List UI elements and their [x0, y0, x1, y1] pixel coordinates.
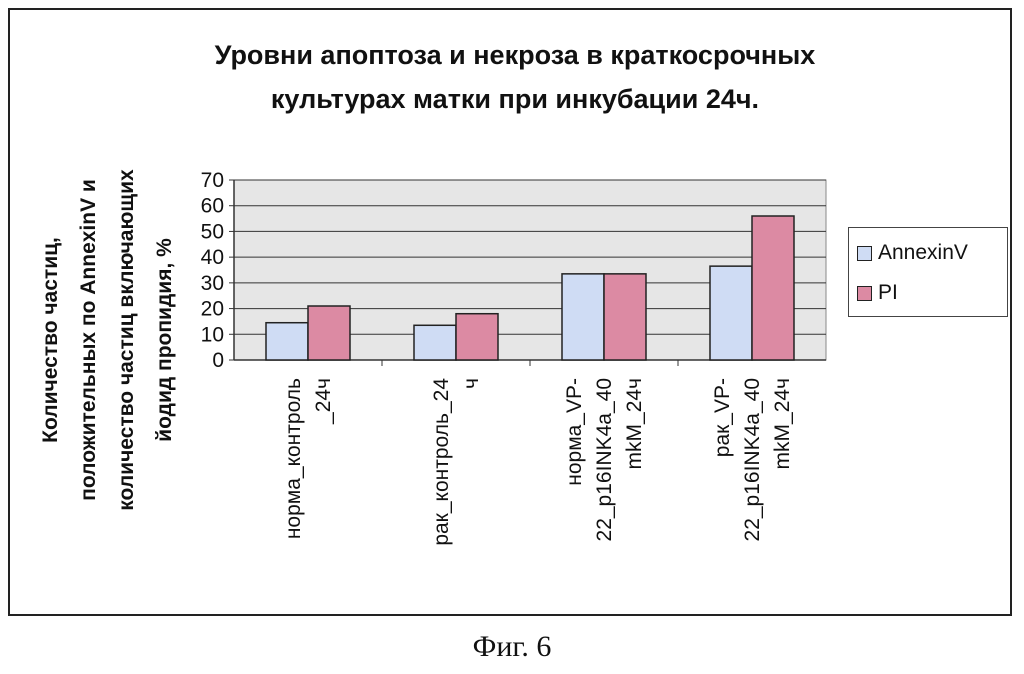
- bar-annexinv-0: [266, 323, 308, 360]
- plot-area: 010203040506070норма_контроль_24чрак_кон…: [201, 169, 826, 546]
- x-category-label: ч: [460, 378, 483, 389]
- x-category-label: mkM_24ч: [623, 378, 646, 469]
- bar-pi-0: [308, 306, 350, 360]
- legend: AnnexinV PI: [848, 227, 1008, 317]
- legend-item-annexinv: AnnexinV: [857, 240, 968, 266]
- x-category-label: 22_p16INK4a_40: [593, 378, 616, 541]
- x-category-label-line: 22_p16INK4a_40: [593, 378, 616, 541]
- legend-label-annexinv: AnnexinV: [878, 241, 968, 265]
- x-category-label: mkM_24ч: [771, 378, 794, 469]
- y-tick-label: 60: [201, 195, 224, 218]
- bar-annexinv-2: [562, 274, 604, 360]
- x-category-label-line: рак_контроль_24: [430, 378, 453, 546]
- x-category-label-line: ч: [460, 378, 483, 389]
- y-tick-label: 30: [201, 272, 224, 295]
- x-category-label-line: _24ч: [312, 378, 335, 425]
- x-category-label-line: норма_контроль: [282, 378, 305, 539]
- x-category-label-line: норма_VP-: [563, 378, 586, 486]
- x-category-label-line: 22_p16INK4a_40: [741, 378, 764, 541]
- x-category-label-line: mkM_24ч: [623, 378, 646, 469]
- y-tick-label: 40: [201, 246, 224, 269]
- bar-annexinv-3: [710, 266, 752, 360]
- x-category-label-line: рак_VP-: [711, 378, 734, 457]
- x-category-label: 22_p16INK4a_40: [741, 378, 764, 541]
- x-category-label: рак_VP-: [711, 378, 734, 457]
- y-tick-label: 0: [212, 349, 224, 372]
- y-tick-label: 20: [201, 298, 224, 321]
- legend-item-pi: PI: [857, 280, 898, 306]
- figure-caption: Фиг. 6: [0, 630, 1024, 664]
- bar-pi-3: [752, 216, 794, 360]
- legend-swatch-pi: [857, 286, 872, 301]
- y-tick-label: 50: [201, 220, 224, 243]
- x-category-label: норма_контроль: [282, 378, 305, 539]
- legend-label-pi: PI: [878, 281, 898, 305]
- y-tick-label: 70: [201, 169, 224, 192]
- bar-pi-1: [456, 314, 498, 360]
- x-category-label: _24ч: [312, 378, 335, 425]
- y-tick-label: 10: [201, 323, 224, 346]
- x-category-label: норма_VP-: [563, 378, 586, 486]
- bar-pi-2: [604, 274, 646, 360]
- bar-annexinv-1: [414, 325, 456, 360]
- x-category-label-line: mkM_24ч: [771, 378, 794, 469]
- legend-swatch-annexinv: [857, 246, 872, 261]
- x-category-label: рак_контроль_24: [430, 378, 453, 546]
